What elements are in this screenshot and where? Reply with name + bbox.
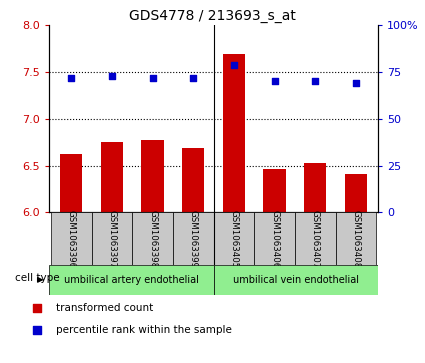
- Text: umbilical artery endothelial: umbilical artery endothelial: [64, 275, 198, 285]
- Bar: [101, 142, 123, 212]
- Text: GSM1063396: GSM1063396: [67, 209, 76, 268]
- Text: cell type: cell type: [14, 273, 59, 284]
- Bar: [213, 265, 378, 295]
- Bar: [91, 212, 132, 265]
- Text: umbilical vein endothelial: umbilical vein endothelial: [233, 275, 359, 285]
- Text: percentile rank within the sample: percentile rank within the sample: [56, 325, 232, 335]
- Bar: [264, 170, 286, 212]
- Bar: [223, 54, 245, 212]
- Text: GSM1063397: GSM1063397: [108, 209, 116, 268]
- Text: GDS4778 / 213693_s_at: GDS4778 / 213693_s_at: [129, 9, 296, 23]
- Point: [352, 81, 359, 86]
- Bar: [60, 154, 82, 212]
- Bar: [336, 212, 376, 265]
- Text: GSM1063398: GSM1063398: [148, 209, 157, 268]
- Point: [149, 75, 156, 81]
- Point: [230, 62, 237, 68]
- Bar: [173, 212, 213, 265]
- Point: [108, 73, 115, 79]
- Text: GSM1063408: GSM1063408: [351, 209, 360, 268]
- Text: GSM1063405: GSM1063405: [230, 209, 238, 268]
- Bar: [304, 163, 326, 212]
- Bar: [345, 174, 367, 212]
- Text: GSM1063407: GSM1063407: [311, 209, 320, 268]
- Bar: [132, 212, 173, 265]
- Text: transformed count: transformed count: [56, 303, 153, 313]
- Bar: [182, 148, 204, 212]
- Text: GSM1063399: GSM1063399: [189, 210, 198, 268]
- Bar: [49, 265, 213, 295]
- Bar: [295, 212, 336, 265]
- Point: [312, 79, 319, 85]
- Bar: [142, 140, 164, 212]
- Text: GSM1063406: GSM1063406: [270, 209, 279, 268]
- Point: [68, 75, 75, 81]
- Point: [190, 75, 197, 81]
- Point: [271, 79, 278, 85]
- Bar: [213, 212, 254, 265]
- Point: [33, 305, 40, 311]
- Bar: [254, 212, 295, 265]
- Point: [33, 327, 40, 333]
- Bar: [51, 212, 91, 265]
